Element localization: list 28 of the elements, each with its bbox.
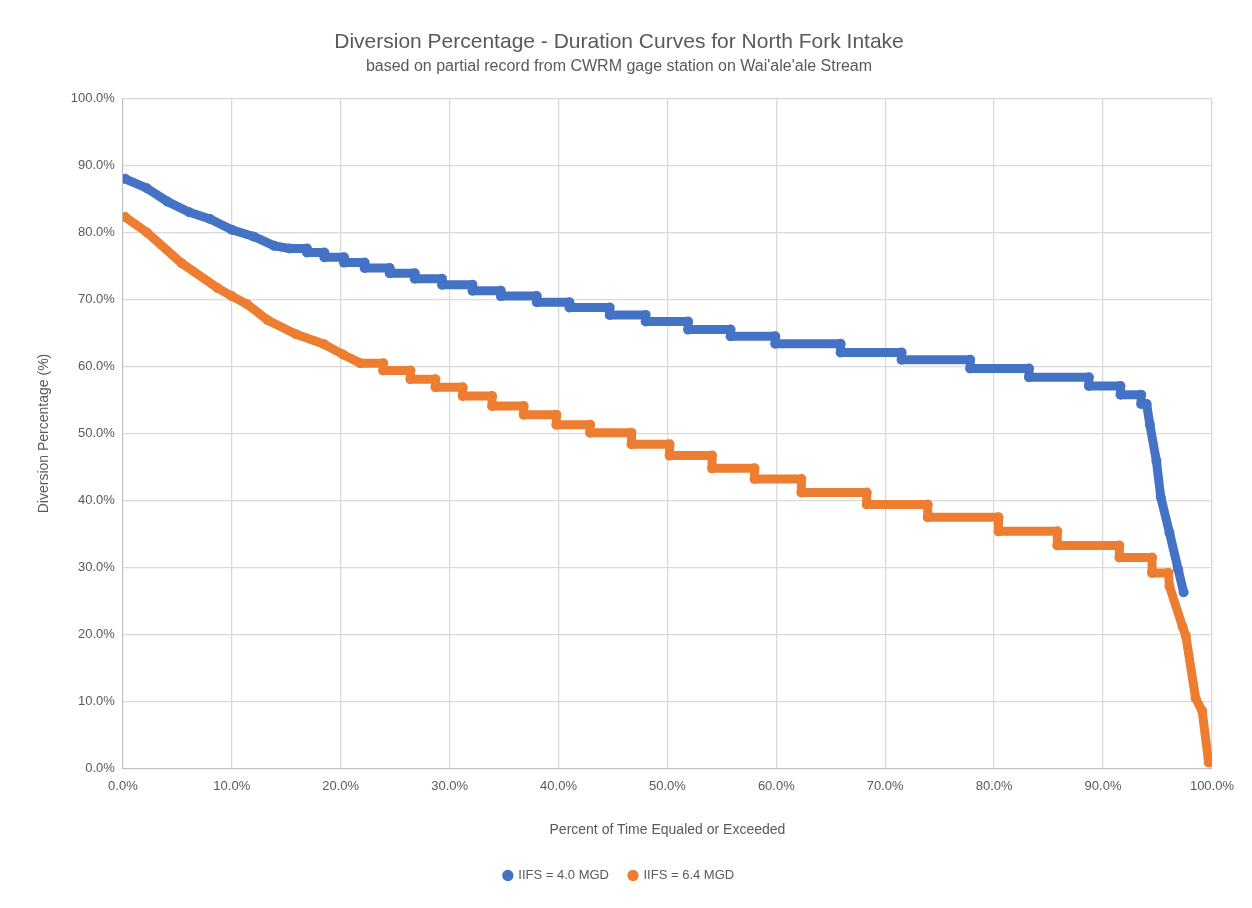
y-tick-label: 40.0% xyxy=(78,492,116,508)
y-tick-label: 90.0% xyxy=(78,157,116,172)
y-tick-label: 100.0% xyxy=(70,89,116,105)
x-tick-label: 60.0% xyxy=(757,777,796,793)
legend-label: IIFS = 6.4 MGD xyxy=(643,867,735,883)
x-tick-label: 50.0% xyxy=(648,777,687,793)
chart-subtitle: based on partial record from CWRM gage station on Wai'ale'ale Stream xyxy=(365,57,873,75)
x-tick-label: 30.0% xyxy=(431,777,469,793)
x-tick-label: 100.0% xyxy=(1189,777,1235,793)
y-tick-label: 10.0% xyxy=(78,693,116,709)
x-tick-label: 0.0% xyxy=(108,777,139,793)
y-tick-label: 30.0% xyxy=(78,559,116,575)
x-tick-label: 70.0% xyxy=(866,777,905,793)
y-tick-label: 60.0% xyxy=(78,358,116,374)
y-tick-label: 20.0% xyxy=(78,626,116,642)
legend-label: IIFS = 4.0 MGD xyxy=(518,867,610,883)
x-tick-label: 40.0% xyxy=(540,777,578,793)
x-tick-label: 80.0% xyxy=(975,777,1014,793)
x-axis-title: Percent of Time Equaled or Exceeded xyxy=(549,821,786,838)
y-tick-label: 50.0% xyxy=(78,425,116,441)
y-tick-label: 80.0% xyxy=(78,224,116,240)
y-tick-label: 70.0% xyxy=(78,291,116,307)
x-tick-label: 10.0% xyxy=(213,777,251,793)
y-axis-title: Diversion Percentage (%) xyxy=(35,353,52,514)
y-tick-label: 0.0% xyxy=(85,760,116,776)
chart-title: Diversion Percentage - Duration Curves for North Fork Intake xyxy=(334,29,904,53)
x-tick-label: 90.0% xyxy=(1084,777,1122,793)
x-tick-label: 20.0% xyxy=(322,777,360,793)
